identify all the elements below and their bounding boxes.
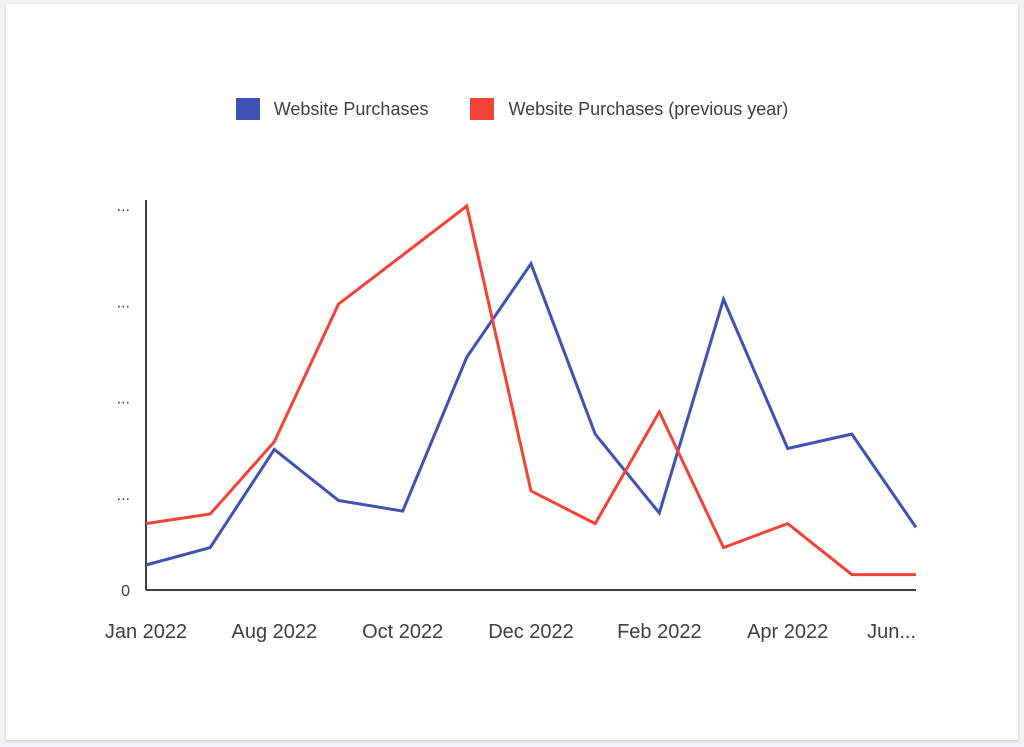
series-lines	[145, 203, 918, 577]
series-line-website-purchases[interactable]	[145, 260, 918, 567]
legend-label-website-purchases-previous-year: Website Purchases (previous year)	[508, 98, 789, 119]
legend-item-website-purchases-previous-year[interactable]: Website Purchases (previous year)	[470, 98, 788, 120]
x-tick-label: Oct 2022	[362, 621, 443, 643]
x-tick-label: Apr 2022	[747, 621, 828, 643]
x-axis-ticks: Jan 2022 Aug 2022 Oct 2022 Dec 2022 Feb 2022…	[105, 621, 916, 643]
x-tick-label: Jan 2022	[105, 621, 187, 643]
x-tick-label: Jun...	[867, 621, 916, 643]
x-tick-label: Feb 2022	[617, 621, 702, 643]
x-tick-label: Aug 2022	[232, 621, 318, 643]
chart-card	[6, 4, 1018, 740]
series-line-website-purchases-previous-year[interactable]	[145, 203, 916, 577]
y-tick-label: ...	[117, 487, 130, 504]
y-tick-label: ...	[117, 198, 130, 215]
x-tick-label: Dec 2022	[488, 621, 574, 643]
legend-swatch-website-purchases-previous-year	[470, 98, 495, 120]
chart-legend: Website Purchases Website Purchases (pre…	[0, 98, 1024, 120]
y-tick-label: ...	[117, 391, 130, 408]
legend-swatch-website-purchases	[235, 98, 260, 120]
legend-label-website-purchases: Website Purchases	[273, 98, 429, 119]
y-tick-label: 0	[121, 583, 130, 600]
y-axis-ticks: 0............	[117, 198, 130, 600]
legend-item-website-purchases[interactable]: Website Purchases	[235, 98, 429, 120]
y-tick-label: ...	[117, 294, 130, 311]
